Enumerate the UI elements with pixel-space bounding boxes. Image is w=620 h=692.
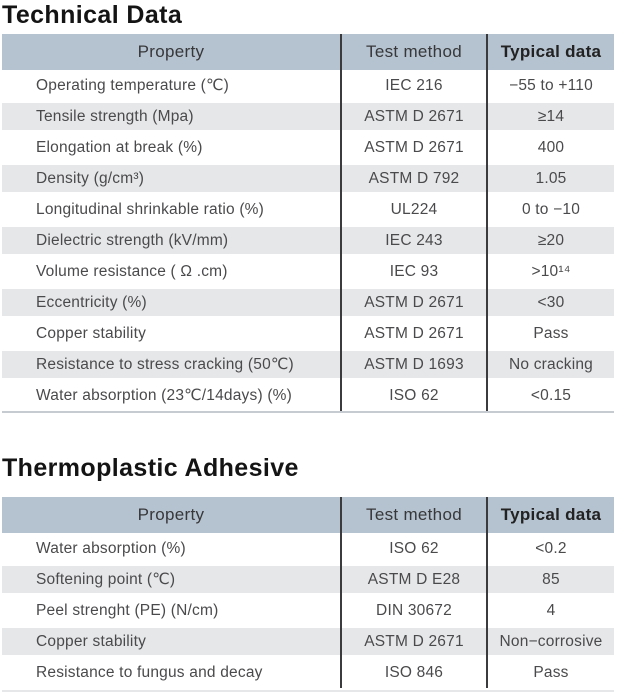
test-method-cell: ISO 846 [342, 657, 488, 688]
section-title-thermoplastic-adhesive: Thermoplastic Adhesive [2, 454, 299, 482]
typical-data-cell: ≥14 [537, 107, 565, 125]
test-method-cell: ASTM D 2671 [342, 101, 488, 132]
test-method-cell: ASTM D 2671 [342, 318, 488, 349]
typical-data-cell: −55 to +110 [509, 76, 593, 94]
table-row: Copper stability ASTM D 2671 Non−corrosive [2, 626, 614, 657]
table-row: Copper stability ASTM D 2671 Pass [2, 318, 614, 349]
section-title-technical-data: Technical Data [2, 1, 183, 29]
property-cell: Softening point (℃) [2, 564, 342, 595]
column-header-typical-data-label: Typical data [500, 505, 602, 524]
property-cell: Elongation at break (%) [2, 132, 342, 163]
column-header-typical-data: Typical data [488, 497, 614, 533]
table-header-row: Property Test method Typical data [2, 34, 614, 70]
test-method-cell: ASTM D 2671 [342, 287, 488, 318]
test-method-cell: UL224 [342, 194, 488, 225]
property-cell: Density (g/cm³) [2, 163, 342, 194]
property-cell: Resistance to stress cracking (50℃) [2, 349, 342, 380]
property-cell: Water absorption (23℃/14days) (%) [2, 380, 342, 411]
test-method-cell: ASTM D 792 [342, 163, 488, 194]
table-row: Peel strenght (PE) (N/cm) DIN 30672 4 [2, 595, 614, 626]
table-row: Operating temperature (℃) IEC 216 −55 to +… [2, 70, 614, 101]
typical-data-cell: 1.05 [535, 169, 567, 187]
column-header-property: Property [2, 34, 342, 70]
typical-data-cell: Non−corrosive [499, 632, 603, 650]
typical-data-cell: No cracking [508, 355, 594, 373]
table-row: Softening point (℃) ASTM D E28 85 [2, 564, 614, 595]
technical-data-table: Property Test method Typical data Operat… [2, 34, 614, 413]
property-cell: Tensile strength (Mpa) [2, 101, 342, 132]
table-row: Density (g/cm³) ASTM D 792 1.05 [2, 163, 614, 194]
test-method-cell: IEC 93 [342, 256, 488, 287]
cropped-next-row-strip [2, 688, 614, 692]
test-method-cell: ISO 62 [342, 380, 488, 411]
typical-data-cell: Pass [533, 663, 569, 681]
table-row: Elongation at break (%) ASTM D 2671 400 [2, 132, 614, 163]
typical-data-cell: <0.2 [535, 539, 567, 557]
property-cell: Peel strenght (PE) (N/cm) [2, 595, 342, 626]
typical-data-cell: ≥20 [537, 231, 565, 249]
typical-data-cell: 85 [542, 570, 560, 588]
table-row: Longitudinal shrinkable ratio (%) UL224 0 … [2, 194, 614, 225]
typical-data-cell: 0 to −10 [521, 200, 581, 218]
column-header-typical-data: Typical data [488, 34, 614, 70]
property-cell: Eccentricity (%) [2, 287, 342, 318]
property-cell: Water absorption (%) [2, 533, 342, 564]
typical-data-cell: 4 [546, 601, 556, 619]
table-row: Volume resistance ( Ω .cm) IEC 93 >10¹⁴ [2, 256, 614, 287]
table-body: Water absorption (%) ISO 62 <0.2 Softening … [2, 533, 614, 688]
property-cell: Operating temperature (℃) [2, 70, 342, 101]
thermoplastic-adhesive-table: Property Test method Typical data Water … [2, 497, 614, 688]
typical-data-cell: Pass [533, 324, 569, 342]
column-header-typical-data-label: Typical data [500, 42, 602, 61]
property-cell: Volume resistance ( Ω .cm) [2, 256, 342, 287]
test-method-cell: IEC 216 [342, 70, 488, 101]
column-header-test-method: Test method [342, 497, 488, 533]
test-method-cell: ASTM D 2671 [342, 626, 488, 657]
table-row: Tensile strength (Mpa) ASTM D 2671 ≥14 [2, 101, 614, 132]
test-method-cell: ASTM D 1693 [342, 349, 488, 380]
typical-data-cell: <30 [537, 293, 565, 311]
test-method-cell: DIN 30672 [342, 595, 488, 626]
table-row: Resistance to stress cracking (50℃) ASTM … [2, 349, 614, 380]
typical-data-cell: 400 [537, 138, 565, 156]
test-method-cell: ASTM D E28 [342, 564, 488, 595]
column-header-property: Property [2, 497, 342, 533]
property-cell: Longitudinal shrinkable ratio (%) [2, 194, 342, 225]
property-cell: Dielectric strength (kV/mm) [2, 225, 342, 256]
table-row: Water absorption (%) ISO 62 <0.2 [2, 533, 614, 564]
test-method-cell: ISO 62 [342, 533, 488, 564]
table-row: Water absorption (23℃/14days) (%) ISO 62 <… [2, 380, 614, 411]
table-body: Operating temperature (℃) IEC 216 −55 to +… [2, 70, 614, 411]
property-cell: Resistance to fungus and decay [2, 657, 342, 688]
property-cell: Copper stability [2, 626, 342, 657]
test-method-cell: ASTM D 2671 [342, 132, 488, 163]
table-row: Resistance to fungus and decay ISO 846 Pas… [2, 657, 614, 688]
column-header-test-method: Test method [342, 34, 488, 70]
typical-data-cell: >10¹⁴ [531, 262, 571, 280]
test-method-cell: IEC 243 [342, 225, 488, 256]
table-row: Dielectric strength (kV/mm) IEC 243 ≥20 [2, 225, 614, 256]
typical-data-cell: <0.15 [530, 386, 572, 404]
property-cell: Copper stability [2, 318, 342, 349]
table-header-row: Property Test method Typical data [2, 497, 614, 533]
table-row: Eccentricity (%) ASTM D 2671 <30 [2, 287, 614, 318]
